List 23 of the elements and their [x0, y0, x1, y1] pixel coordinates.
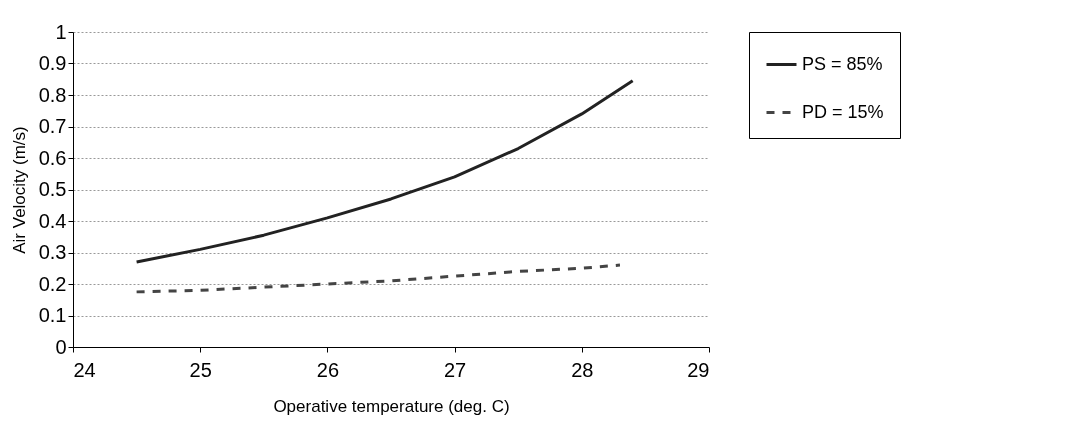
legend-label: PS = 85% [802, 53, 883, 74]
x-tick-label: 29 [687, 358, 710, 381]
y-tick-label: 0.9 [38, 52, 67, 74]
y-tick-label: 0.2 [38, 272, 67, 295]
legend-label: PD = 15% [802, 101, 884, 122]
y-tick-label: 0 [55, 335, 67, 358]
y-tick-label: 0.4 [38, 209, 67, 232]
x-tick-label: 24 [73, 358, 96, 381]
y-tick-label: 0.1 [38, 304, 67, 326]
y-tick-label: 1 [55, 20, 67, 43]
x-axis-title: Operative temperature (deg. C) [273, 396, 510, 416]
y-tick-label: 0.5 [38, 178, 67, 200]
x-tick-label: 25 [189, 358, 212, 381]
y-axis-title: Air Velocity (m/s) [9, 126, 29, 254]
y-tick-label: 0.7 [38, 115, 67, 137]
line-series [135, 79, 635, 264]
y-tick-label: 0.8 [38, 83, 67, 106]
x-tick-label: 27 [443, 358, 467, 381]
y-tick-label: 0.6 [38, 146, 67, 169]
y-tick-label: 0.3 [38, 241, 67, 263]
x-tick-label: 28 [571, 358, 594, 381]
x-tick-label: 26 [316, 358, 340, 381]
line-series [135, 263, 622, 294]
